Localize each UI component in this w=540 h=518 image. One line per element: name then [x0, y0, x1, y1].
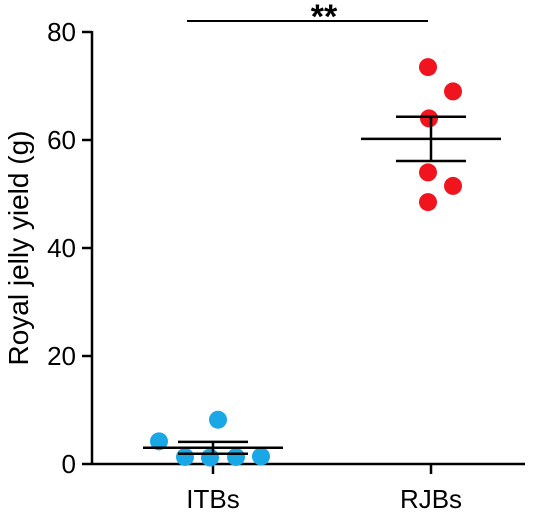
x-category-label: RJBs [400, 484, 462, 514]
mean-sem-bars [143, 115, 501, 455]
data-point-rjbs [419, 193, 437, 212]
significance-annotation: ** [187, 0, 428, 36]
data-point-rjbs [444, 82, 462, 101]
x-category-label: ITBs [186, 484, 239, 514]
data-point-itbs [209, 410, 227, 429]
data-point-rjbs [420, 109, 438, 128]
data-point-itbs [227, 447, 245, 466]
y-tick-label: 60 [47, 125, 76, 155]
data-point-itbs [201, 448, 219, 467]
y-tick-label: 0 [62, 449, 76, 479]
x-axis: ITBs RJBs [92, 462, 525, 514]
y-tick-label: 80 [47, 17, 76, 47]
data-point-itbs [150, 432, 168, 451]
data-point-itbs [176, 447, 194, 466]
y-axis-title: Royal jelly yield (g) [3, 131, 34, 366]
data-point-rjbs [444, 176, 462, 195]
y-axis: 0 20 40 60 80 [47, 17, 94, 479]
data-point-rjbs [419, 58, 437, 77]
significance-label: ** [311, 0, 338, 36]
data-point-rjbs [419, 163, 437, 182]
data-point-itbs [252, 447, 270, 466]
y-tick-label: 20 [47, 341, 76, 371]
data-points [150, 58, 462, 467]
y-tick-label: 40 [47, 233, 76, 263]
